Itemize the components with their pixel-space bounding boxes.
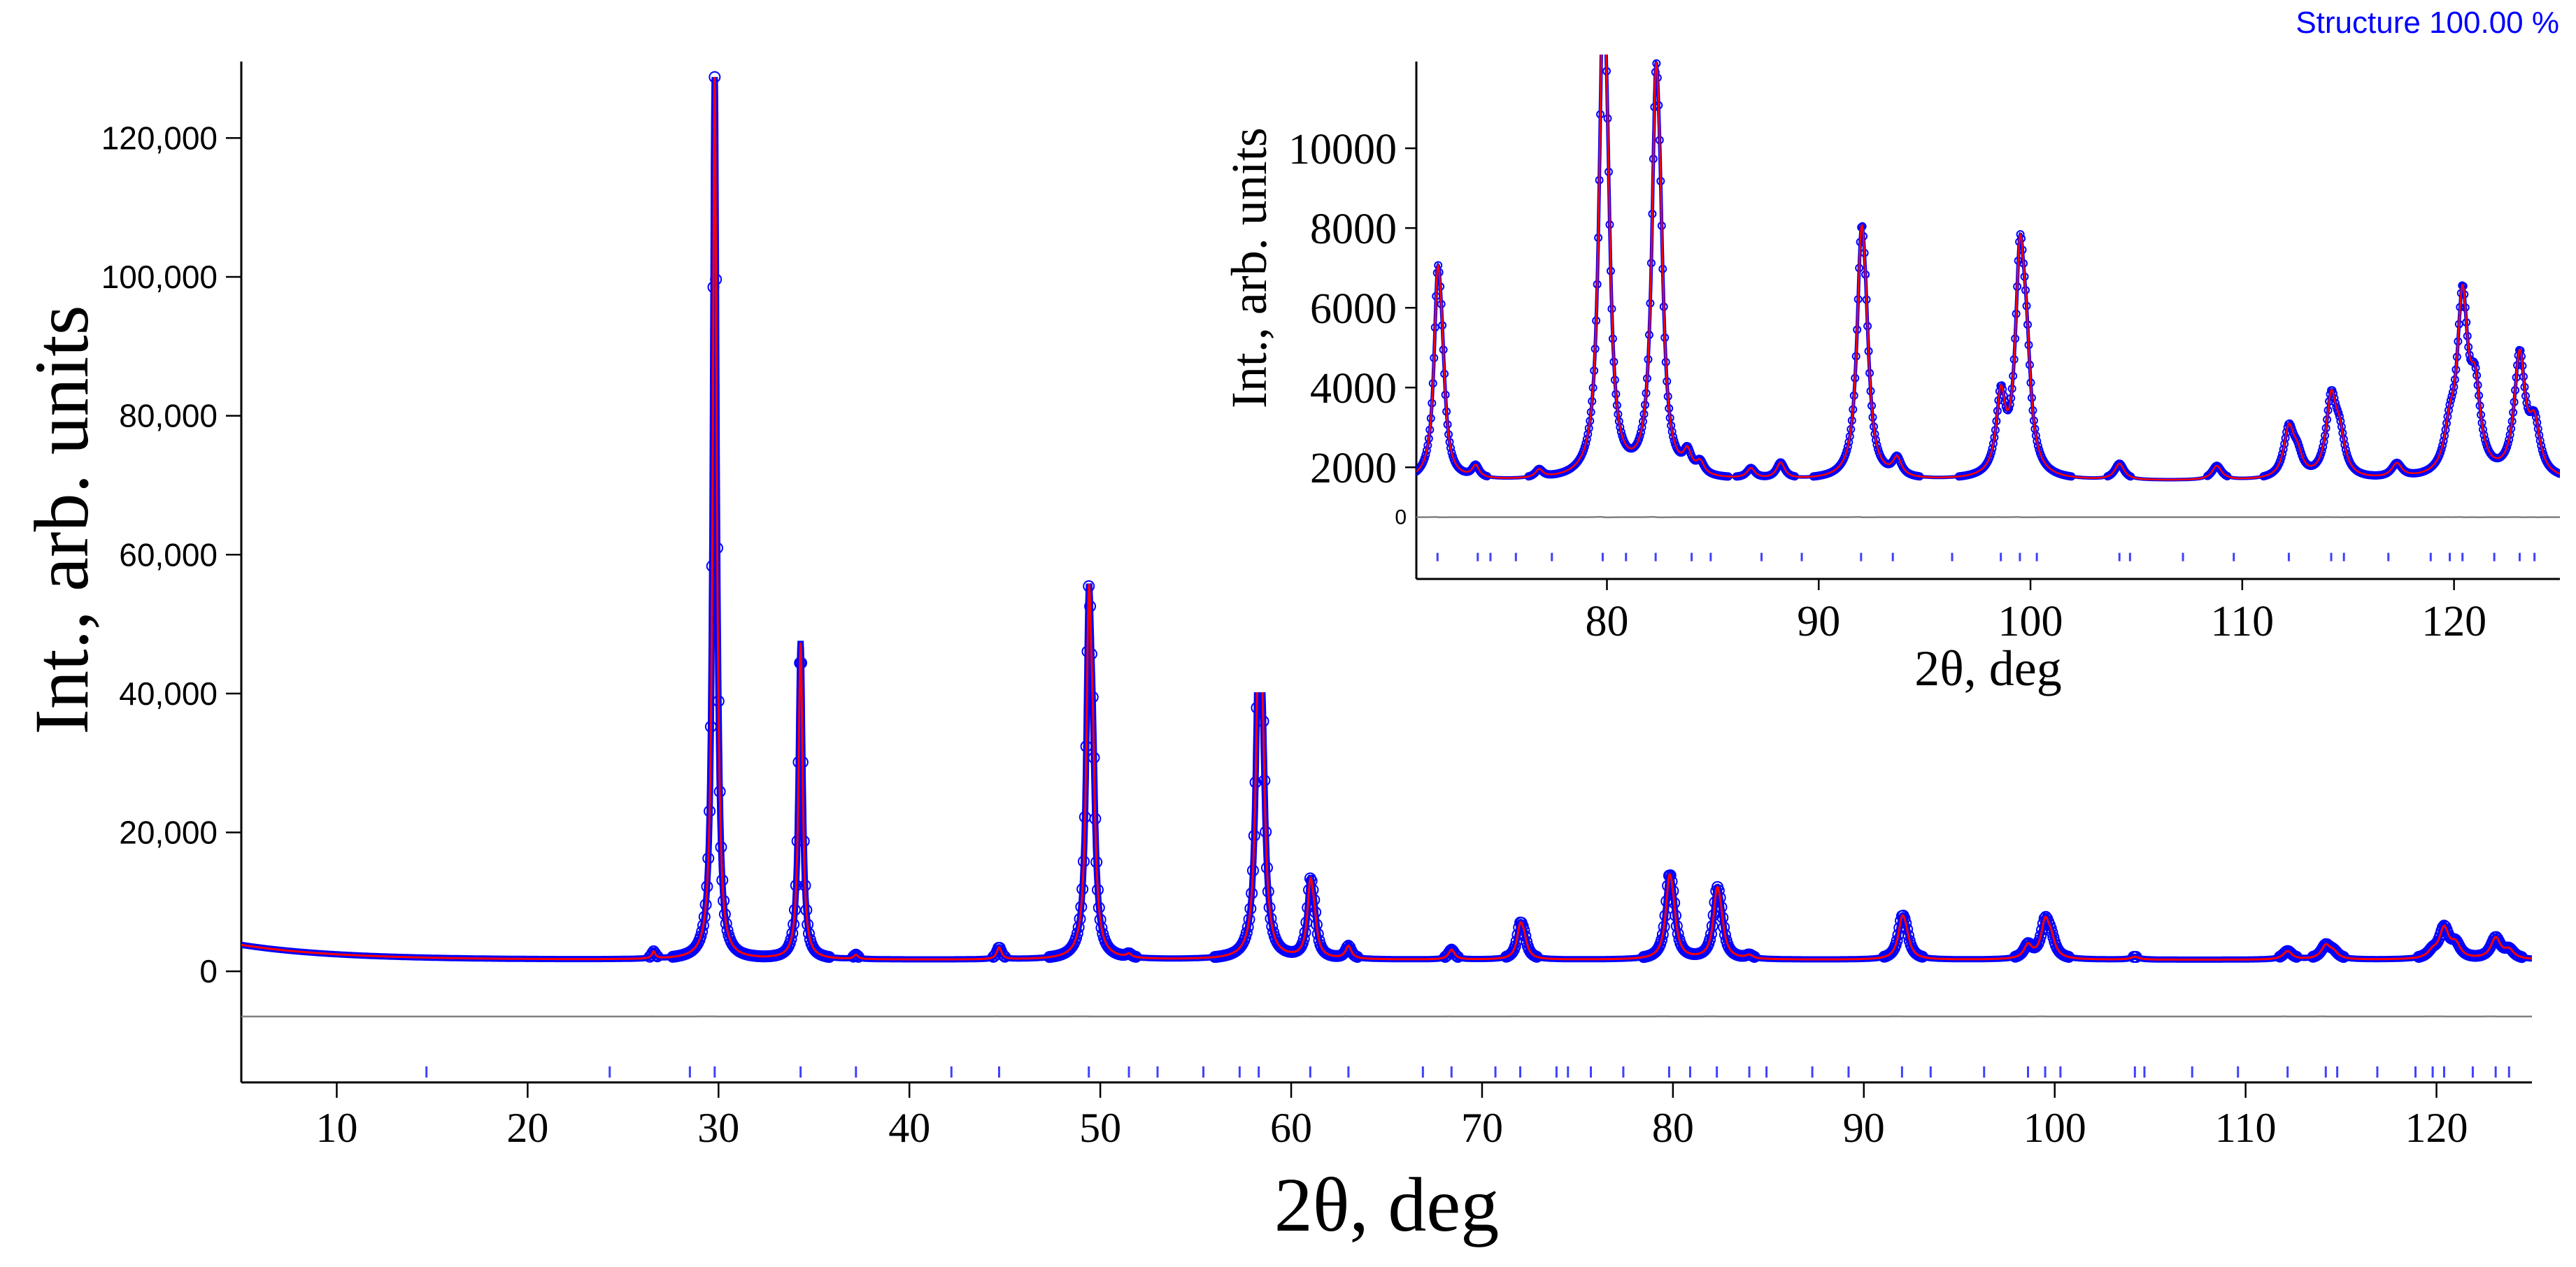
inset-observed-point [1599, 1, 1606, 8]
inset-x-tick-label: 120 [2421, 598, 2486, 645]
main-x-tick-label: 10 [315, 1105, 357, 1151]
main-y-tick-label: 40,000 [119, 675, 218, 712]
inset-x-tick-label: 100 [1998, 598, 2063, 645]
inset-diff-zero-label: 0 [1395, 506, 1407, 529]
main-y-tick-label: 100,000 [101, 259, 218, 295]
main-observed-point [1451, 950, 1463, 962]
inset-y-tick-label: 6000 [1310, 285, 1397, 333]
inset-x-tick-label: 110 [2210, 598, 2274, 645]
inset-y-tick-label: 10000 [1288, 126, 1397, 173]
main-observed-point [1449, 948, 1462, 961]
inset-observed-point [1842, 446, 1851, 455]
main-observed-point [1656, 934, 1667, 947]
main-observed-point [1530, 950, 1543, 963]
inset-observed-point [1580, 443, 1589, 452]
main-observed-point [1748, 950, 1760, 963]
inset-y-tick-label: 8000 [1310, 206, 1397, 253]
main-x-tick-label: 30 [697, 1105, 739, 1151]
inset-x-tick-label: 80 [1586, 598, 1629, 645]
main-observed-point [695, 930, 707, 943]
main-x-axis-title: 2θ, deg [1274, 1162, 1500, 1247]
main-x-tick-label: 60 [1270, 1105, 1312, 1151]
main-y-tick-label: 0 [199, 953, 218, 989]
inset-chart: 2000 4000 6000 8000 10000 80 90 100 110 120 2θ, de… [1186, 0, 2576, 696]
main-x-tick-label: 80 [1652, 1105, 1694, 1151]
inset-observed-point [1601, 0, 1608, 7]
inset-y-tick-label: 4000 [1310, 365, 1397, 413]
main-y-tick-label: 80,000 [119, 398, 218, 434]
main-observed-point [1240, 926, 1253, 939]
main-observed-point [785, 933, 797, 945]
main-y-tick-label: 120,000 [101, 120, 218, 156]
inset-observed-point [1420, 454, 1429, 463]
main-observed-point [851, 950, 864, 962]
main-observed-point [1916, 950, 1928, 963]
main-x-tick-label: 20 [506, 1105, 548, 1151]
main-observed-point [2029, 940, 2042, 953]
main-observed-point [648, 947, 661, 959]
main-x-tick-label: 70 [1461, 1105, 1503, 1151]
main-x-tick-label: 110 [2215, 1105, 2277, 1151]
main-observed-point [1521, 936, 1533, 948]
main-observed-point [1509, 940, 1521, 952]
inset-observed-point [1598, 47, 1605, 54]
main-observed-point [1293, 943, 1305, 956]
inset-observed-point [1602, 29, 1609, 36]
main-observed-point [2429, 938, 2442, 951]
main-observed-point [1698, 944, 1711, 957]
main-observed-point [1351, 951, 1364, 964]
main-observed-point [997, 950, 1010, 962]
main-observed-point [696, 925, 709, 938]
inset-y-tick-label: 2000 [1310, 445, 1397, 492]
main-x-tick-label: 100 [2023, 1105, 2086, 1151]
main-x-tick-label: 90 [1843, 1105, 1885, 1151]
main-y-axis-title: Int., arb. units [19, 306, 104, 735]
inset-plot-area [1416, 0, 2560, 561]
inset-observed-point [1635, 431, 1644, 441]
main-observed-point [2047, 931, 2060, 944]
main-observed-point [999, 950, 1011, 963]
main-observed-point [1664, 869, 1677, 882]
main-observed-point [2035, 929, 2047, 942]
inset-x-tick-label: 90 [1797, 598, 1840, 645]
main-y-tick-label: 20,000 [119, 815, 218, 851]
main-observed-point [1891, 934, 1903, 947]
main-observed-point [1451, 950, 1464, 963]
main-x-tick-label: 50 [1079, 1105, 1121, 1151]
main-observed-point [1704, 933, 1716, 946]
inset-y-axis-title: Int., arb. units [1221, 127, 1277, 408]
main-observed-point [1898, 912, 1911, 925]
main-observed-point [2337, 951, 2350, 964]
main-plot-area [241, 71, 2532, 1078]
main-chart: 0 20,000 40,000 60,000 80,000 100,000 120,000 1… [19, 62, 2532, 1247]
legend-label: Structure 100.00 % [2296, 6, 2559, 40]
inset-x-axis-title: 2θ, deg [1914, 640, 2061, 696]
main-calculated-line [241, 77, 2532, 961]
main-x-tick-label: 40 [888, 1105, 930, 1151]
main-observed-point [1297, 933, 1310, 945]
main-y-tick-label: 60,000 [119, 536, 218, 573]
main-observed-point [1071, 927, 1083, 940]
main-x-tick-label: 120 [2405, 1105, 2468, 1151]
